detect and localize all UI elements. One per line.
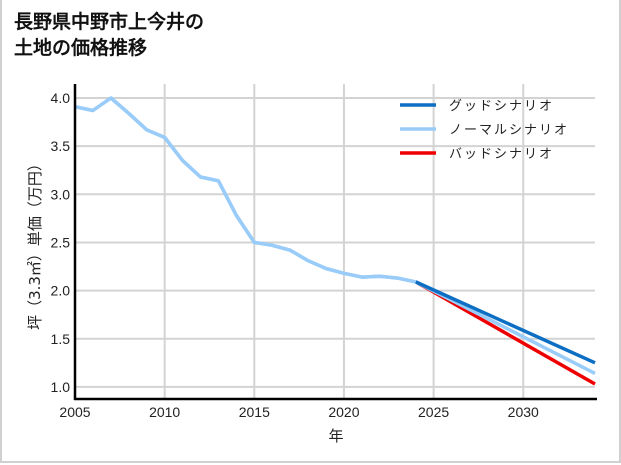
chart-title: 長野県中野市上今井の 土地の価格推移: [14, 11, 205, 59]
y-axis-label: 坪（3.3㎡）単価（万円）: [26, 156, 44, 330]
x-tick-label: 2020: [328, 404, 359, 420]
axes: [73, 84, 597, 401]
x-axis-label: 年: [328, 427, 343, 445]
series-lines: [74, 96, 596, 386]
y-tick-label: 4.0: [51, 90, 71, 106]
series-line-1: [74, 96, 596, 375]
legend-label-bad: バッドシナリオ: [449, 147, 554, 162]
x-tick-labels: 2005 2010 2015 2020 2025 2030: [59, 404, 539, 420]
series-line-0: [414, 280, 596, 365]
y-tick-label: 3.0: [51, 186, 71, 202]
grid-lines: [74, 84, 595, 399]
series-line-history: [74, 96, 417, 284]
x-tick-label: 2005: [59, 404, 90, 420]
x-tick-label: 2030: [508, 404, 539, 420]
legend-label-normal: ノーマルシナリオ: [449, 123, 569, 138]
x-tick-label: 2010: [149, 404, 180, 420]
y-tick-label: 2.0: [51, 283, 71, 299]
y-tick-label: 1.0: [51, 379, 71, 395]
x-tick-label: 2015: [239, 404, 270, 420]
y-tick-label: 2.5: [51, 234, 71, 250]
legend-label-good: グッドシナリオ: [449, 99, 554, 114]
y-tick-labels: 1.0 1.5 2.0 2.5 3.0 3.5 4.0: [51, 90, 71, 395]
x-tick-label: 2025: [418, 404, 449, 420]
y-tick-label: 1.5: [51, 331, 71, 347]
y-tick-label: 3.5: [51, 138, 71, 154]
